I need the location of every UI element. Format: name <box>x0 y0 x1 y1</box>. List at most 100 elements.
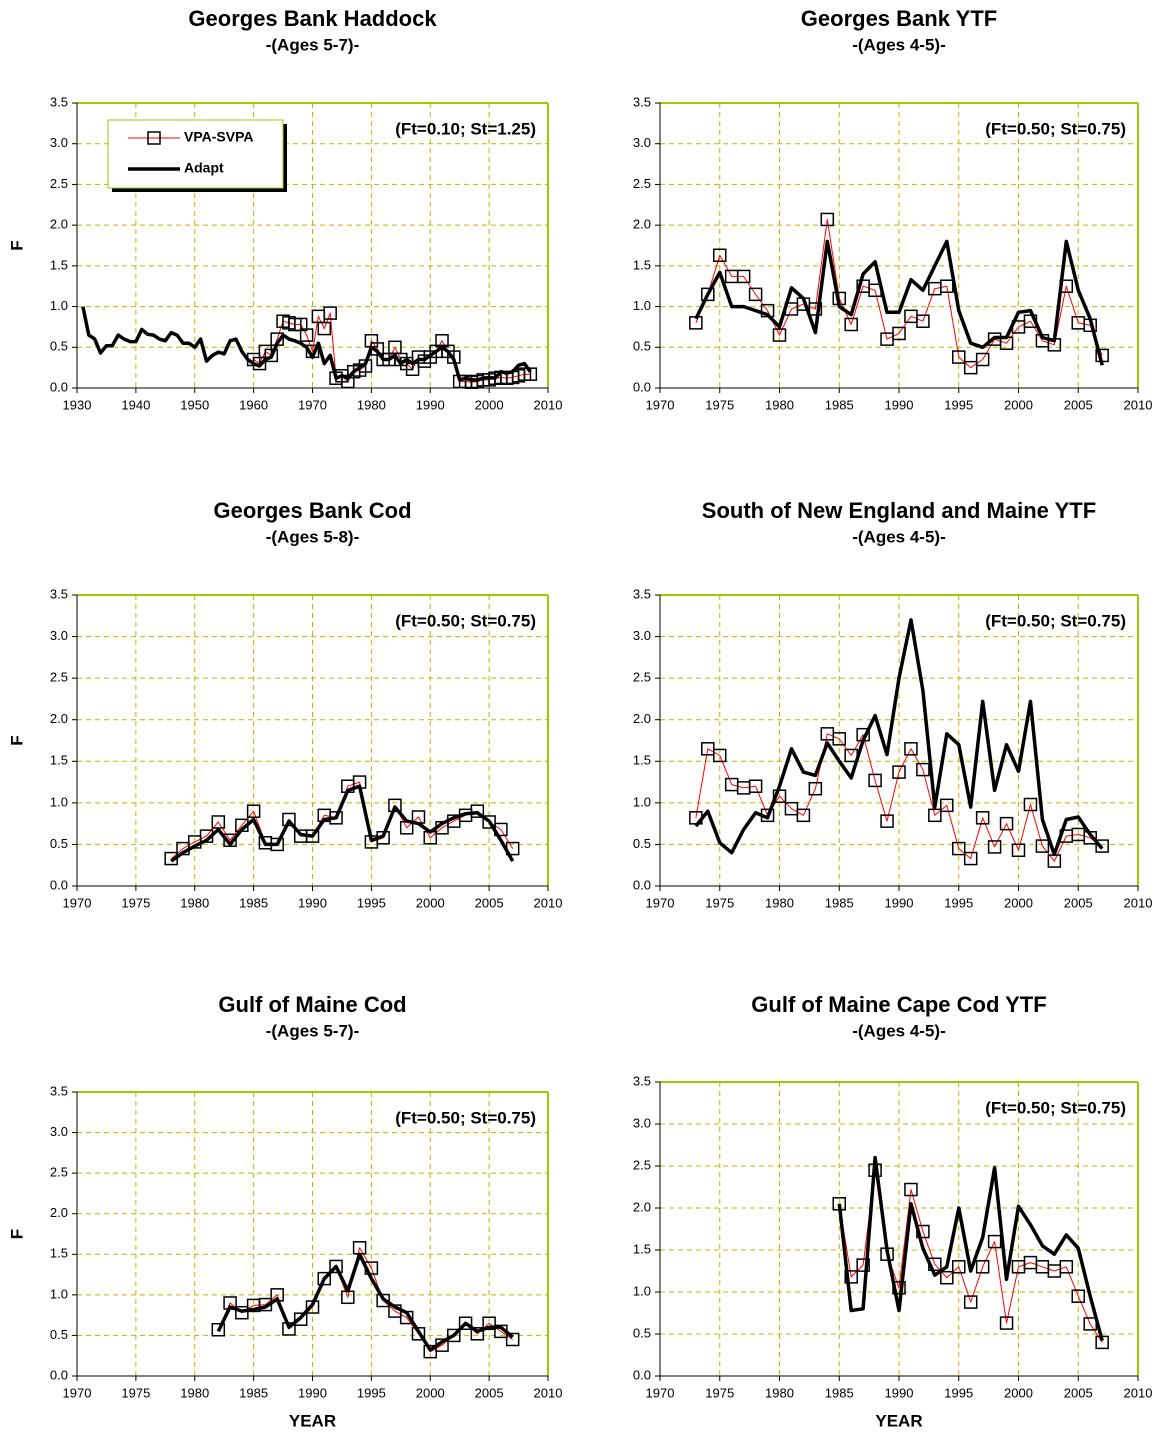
data-marker <box>470 804 485 818</box>
y-tick-label: 2.0 <box>50 217 68 232</box>
y-tick-label: 0.0 <box>50 379 68 394</box>
y-tick-label: 3.0 <box>50 1124 68 1139</box>
data-marker <box>689 811 703 825</box>
x-tick-label: 1975 <box>705 397 734 412</box>
x-tick-label: 1975 <box>121 895 150 910</box>
data-marker <box>305 829 320 843</box>
data-marker <box>352 775 367 789</box>
series-line: Adapt <box>694 618 1104 857</box>
data-marker <box>928 808 942 823</box>
y-tick-label: 2.5 <box>633 176 651 191</box>
y-tick-label: 2.0 <box>633 1199 651 1214</box>
data-marker <box>868 283 882 298</box>
x-tick-label: 1980 <box>765 895 794 910</box>
x-tick-label: 2000 <box>1004 1385 1033 1400</box>
data-marker <box>352 1241 367 1255</box>
x-tick-label: 1975 <box>705 1385 734 1400</box>
data-marker <box>808 781 823 796</box>
data-marker <box>358 359 373 373</box>
x-tick-label: 1990 <box>298 895 327 910</box>
y-tick-label: 1.5 <box>50 1246 68 1261</box>
x-tick-label: 1970 <box>646 895 675 910</box>
y-tick-label: 0.5 <box>50 339 68 354</box>
y-tick-label: 3.0 <box>633 1115 651 1130</box>
x-tick-label: 1940 <box>121 397 150 412</box>
data-marker <box>856 727 870 742</box>
data-marker <box>987 1234 1002 1249</box>
data-marker <box>482 1316 496 1331</box>
data-marker <box>1023 797 1038 812</box>
y-tick-label: 1.5 <box>633 1241 651 1256</box>
data-marker <box>975 352 990 367</box>
chart-subtitle: -(Ages 5-7)- <box>266 1021 360 1040</box>
chart-title: Gulf of Maine Cape Cod YTF <box>751 992 1046 1017</box>
data-marker <box>388 798 402 813</box>
data-marker <box>270 837 284 852</box>
data-marker <box>282 1322 296 1336</box>
data-marker <box>1095 1335 1109 1350</box>
data-marker <box>748 779 763 793</box>
y-axis-label: F <box>7 735 26 745</box>
y-tick-label: 0.5 <box>633 339 651 354</box>
y-axis-label: F <box>7 1229 26 1239</box>
y-tick-label: 0.0 <box>633 379 651 394</box>
x-tick-label: 2005 <box>475 895 504 910</box>
data-marker <box>844 317 858 332</box>
x-tick-label: 1995 <box>944 1385 973 1400</box>
x-tick-label: 1990 <box>885 1385 914 1400</box>
y-tick-label: 0.5 <box>50 1327 68 1342</box>
data-marker <box>892 1281 906 1295</box>
data-marker <box>952 1260 966 1274</box>
y-tick-label: 3.0 <box>633 628 651 643</box>
data-marker <box>1035 839 1050 853</box>
data-marker <box>447 1328 461 1343</box>
data-marker <box>868 773 882 788</box>
data-marker <box>423 831 437 845</box>
data-marker <box>868 1163 882 1177</box>
chart-title: Georges Bank Haddock <box>188 6 437 31</box>
x-tick-label: 2000 <box>475 397 504 412</box>
y-tick-label: 1.0 <box>50 794 68 809</box>
data-marker <box>856 1258 870 1272</box>
y-tick-label: 3.5 <box>50 586 68 601</box>
data-marker <box>1059 1260 1074 1274</box>
data-marker <box>494 822 508 837</box>
data-marker <box>916 1224 930 1239</box>
data-marker <box>713 748 727 763</box>
chart-subtitle: -(Ages 4-5)- <box>852 1021 946 1040</box>
data-marker <box>235 1305 249 1320</box>
data-marker <box>293 1312 308 1326</box>
x-axis-label: YEAR <box>875 1411 922 1430</box>
chart-title: South of New England and Maine YTF <box>702 498 1096 523</box>
x-tick-label: 2010 <box>534 397 563 412</box>
data-marker <box>999 1316 1014 1330</box>
chart-subtitle: -(Ages 5-7)- <box>266 35 360 54</box>
data-marker <box>164 851 178 866</box>
series-line: Adapt <box>170 784 515 863</box>
data-marker <box>305 344 320 359</box>
data-marker <box>987 840 1002 854</box>
x-tick-label: 1995 <box>357 1385 386 1400</box>
data-marker <box>1095 839 1109 853</box>
data-marker <box>1023 314 1038 328</box>
y-tick-label: 2.5 <box>633 1157 651 1172</box>
x-tick-label: 1980 <box>765 1385 794 1400</box>
data-marker <box>235 818 249 833</box>
annotation: (Ft=0.50; St=0.75) <box>985 611 1126 630</box>
data-marker <box>689 316 703 330</box>
x-tick-label: 1980 <box>180 1385 209 1400</box>
data-marker <box>317 1271 332 1286</box>
y-tick-label: 3.5 <box>633 94 651 109</box>
y-tick-label: 0.5 <box>50 836 68 851</box>
data-marker <box>736 269 751 284</box>
x-tick-label: 1995 <box>357 895 386 910</box>
data-marker <box>211 815 226 829</box>
data-marker <box>223 833 237 848</box>
y-axis-label: F <box>7 240 26 250</box>
y-tick-label: 3.5 <box>50 1083 68 1098</box>
y-tick-label: 1.0 <box>50 298 68 313</box>
y-tick-label: 0.0 <box>50 877 68 892</box>
data-marker <box>904 742 918 756</box>
annotation: (Ft=0.50; St=0.75) <box>985 1098 1126 1117</box>
